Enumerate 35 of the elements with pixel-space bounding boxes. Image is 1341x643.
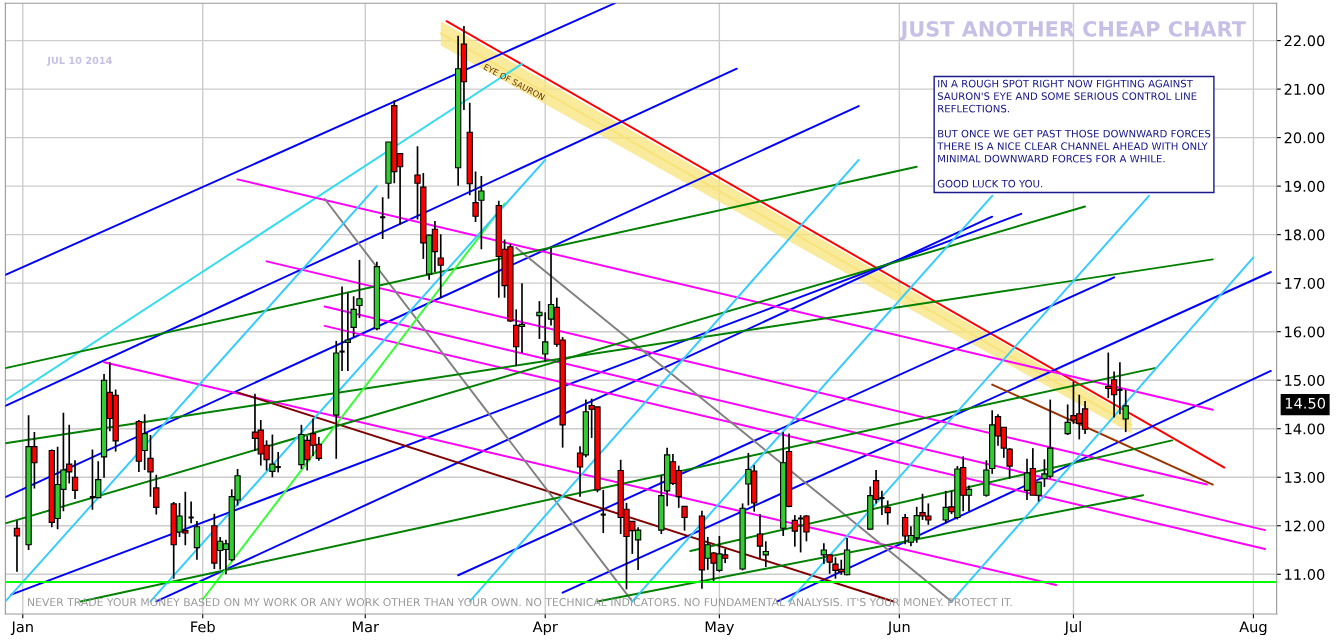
candlestick: [153, 473, 160, 516]
annotation: JUL 10 2014: [46, 56, 112, 66]
y-tick-label: 22.00: [1284, 35, 1325, 47]
candlestick: [762, 540, 769, 568]
annotation: NEVER TRADE YOUR MONEY BASED ON MY WORK OR ANY WORK OTHER THAN YOUR OWN. NO TECHNICAL INDICATORS. NO FUNDAMENTAL ANALYSIS. IT'S YOUR MONEY. PROTECT IT.: [28, 598, 1012, 607]
text: JUST ANOTHER CHEAP CHART: [899, 20, 1246, 41]
candlestick: [379, 196, 387, 240]
y-tick-label: 19.00: [1285, 180, 1325, 192]
y-tick-label: 20.00: [1284, 132, 1325, 144]
y-tick-label: 18.00: [1285, 229, 1325, 241]
candlestick: [356, 259, 363, 319]
x-tick-label: Jul: [1063, 621, 1081, 636]
y-tick-label: 15.00: [1285, 374, 1325, 386]
y-tick-label: 16.00: [1285, 326, 1325, 338]
candlestick: [193, 520, 201, 561]
x-tick-label: Aug: [1239, 621, 1267, 636]
y-tick-label: 14.00: [1285, 423, 1325, 435]
candlestick: [791, 514, 798, 548]
y-tick-label: 12.00: [1285, 520, 1325, 532]
candlestick: [187, 500, 195, 525]
text: 14.50: [1285, 397, 1326, 409]
y-tick-label: 11.00: [1285, 569, 1325, 581]
x-tick-label: May: [705, 621, 734, 636]
text: IN A ROUGH SPOT RIGHT NOW FIGHTING AGAINST SAURON'S EYE AND SOME SERIOUS CONTROL LINE REFLECTIONS. BUT ONCE WE GET PAST THOSE DOWNWARD FORCES THERE IS A NICE CLEAR CHANNEL AHEAD WITH ONLY MINIMAL DOWNWARD FORCES FOR A WHILE. GOOD LUCK TO YOU.: [937, 79, 1211, 188]
x-tick-label: Apr: [532, 621, 558, 636]
y-tick-label: 13.00: [1285, 471, 1325, 483]
candlestick: [756, 513, 764, 560]
x-tick-label: Mar: [352, 621, 380, 633]
candlestick: [13, 519, 21, 573]
y-tick-label: 21.00: [1284, 83, 1325, 95]
x-tick-label: Jun: [887, 621, 910, 636]
x-tick-label: Jan: [10, 621, 33, 636]
candlestick: [71, 459, 79, 500]
y-tick-label: 17.00: [1285, 277, 1325, 289]
x-tick-label: Feb: [191, 621, 215, 633]
